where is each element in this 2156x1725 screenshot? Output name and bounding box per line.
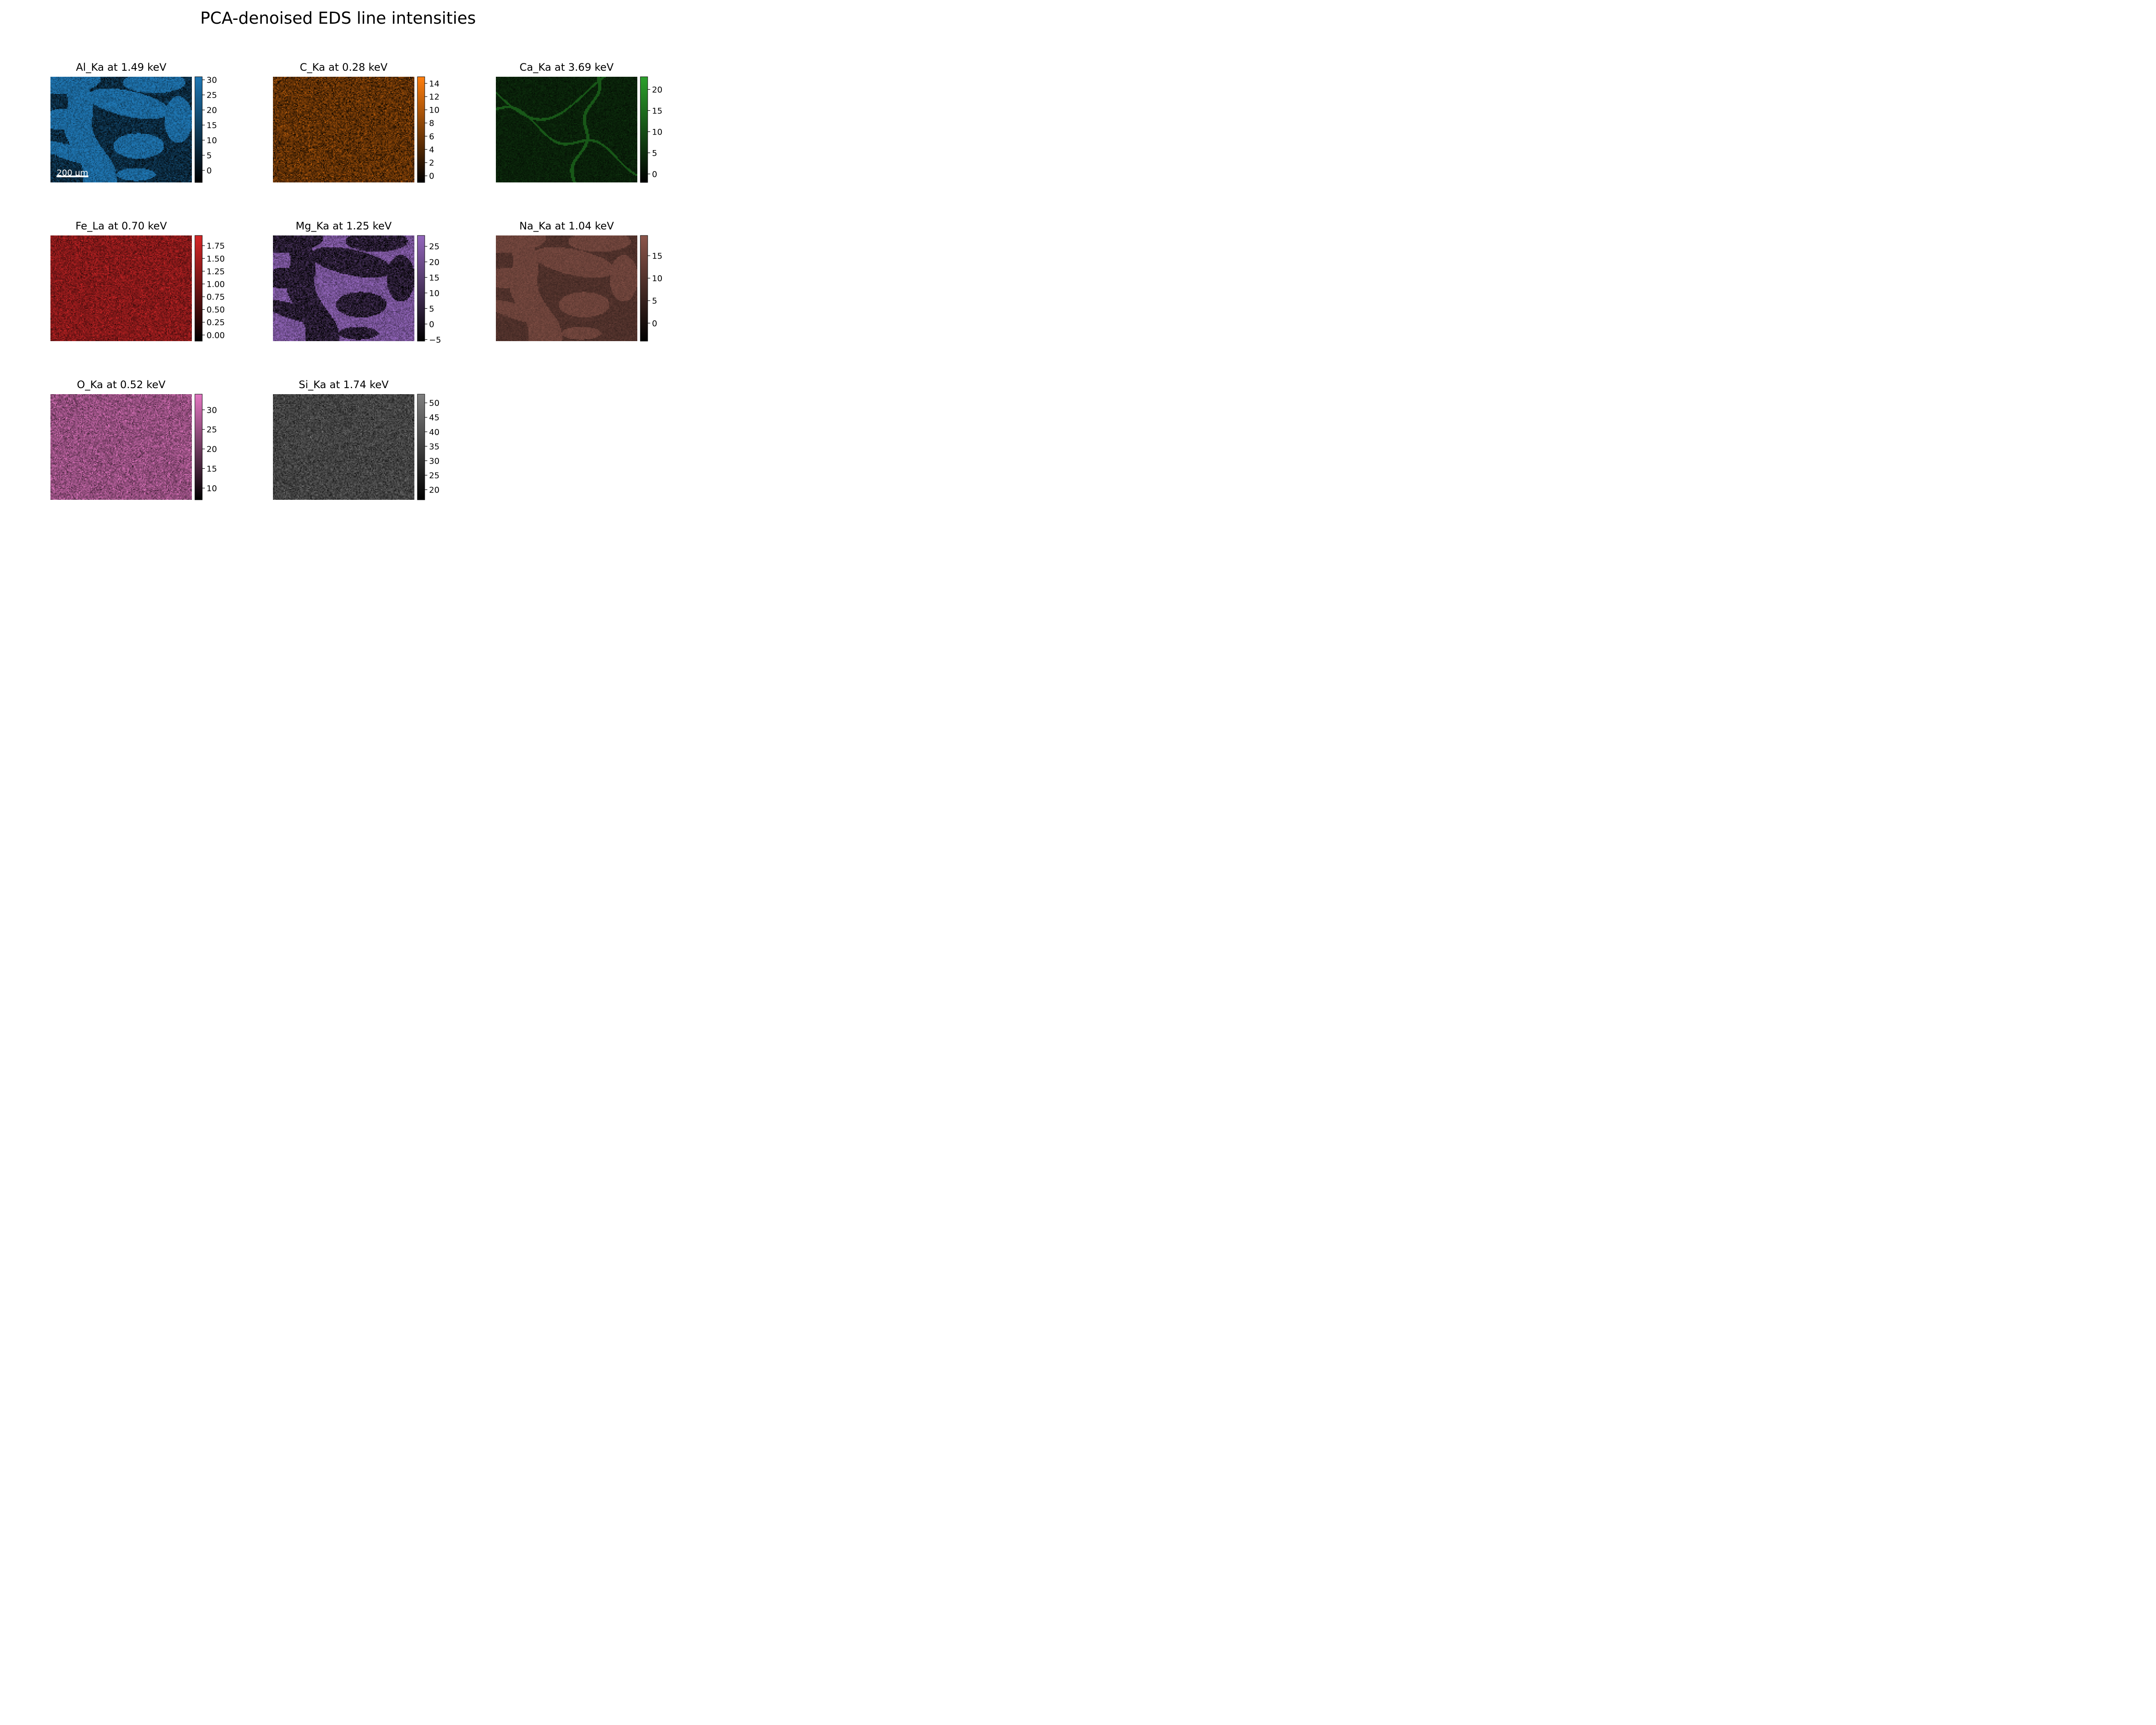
figure-title: PCA-denoised EDS line intensities	[200, 9, 476, 28]
colorbar-tick-label: 0	[429, 172, 434, 181]
colorbar-tick-label: 0	[652, 319, 657, 328]
colorbar-tick-label: 10	[429, 106, 439, 115]
heatmap-image	[496, 235, 637, 341]
panel-title: Mg_Ka at 1.25 keV	[296, 220, 392, 232]
colorbar-tick-label: 2	[429, 158, 434, 168]
panel-mg-ka: Mg_Ka at 1.25 keV −5 0 5 10 15 20 25	[273, 220, 441, 345]
colorbar-tick-label: 5	[207, 151, 212, 160]
colorbar-tick-label: 20	[207, 106, 217, 115]
colorbar-tick-label: 0.50	[207, 305, 225, 315]
colorbar-tick-label: 35	[429, 442, 439, 452]
heatmap-image	[496, 77, 637, 182]
panel-title: O_Ka at 0.52 keV	[77, 379, 166, 391]
panel-si-ka: Si_Ka at 1.74 keV 20 25 30 35 40 45 50	[273, 379, 439, 500]
colorbar-tick-label: 30	[429, 456, 439, 466]
heatmap-image	[50, 235, 192, 341]
colorbar-tick-label: 25	[207, 425, 217, 435]
colorbar-tick-label: 5	[652, 296, 657, 306]
colorbar-tick-label: 15	[652, 251, 662, 261]
colorbar	[194, 235, 203, 342]
colorbar-tick-label: 25	[429, 471, 439, 480]
colorbar-tick-label: 14	[429, 79, 439, 88]
colorbar	[640, 76, 648, 183]
panel-o-ka: O_Ka at 0.52 keV 10 15 20 25 30	[50, 379, 217, 500]
colorbar-tick-label: 30	[207, 405, 217, 415]
panel-title: Si_Ka at 1.74 keV	[299, 379, 389, 391]
panel-al-ka: Al_Ka at 1.49 keV 0 5 10 15 20 25 30 200 μm	[50, 61, 217, 183]
heatmap-image	[273, 77, 414, 182]
colorbar-tick-label: 15	[207, 464, 217, 474]
colorbar-tick-label: 0.25	[207, 318, 225, 327]
heatmap-image	[50, 77, 192, 182]
colorbar-tick-label: 10	[429, 289, 439, 298]
colorbar-tick-label: 25	[429, 242, 439, 251]
colorbar-tick-label: 15	[652, 106, 662, 116]
scalebar-label: 200 μm	[57, 168, 88, 178]
heatmap-image	[50, 394, 192, 500]
colorbar	[417, 76, 425, 183]
panel-title: Fe_La at 0.70 keV	[75, 220, 167, 232]
colorbar-tick-label: 10	[207, 136, 217, 145]
colorbar-tick-label: 45	[429, 413, 439, 423]
colorbar-tick-label: 15	[207, 121, 217, 130]
colorbar-tick-label: 5	[429, 304, 434, 314]
colorbar-tick-label: 20	[429, 486, 439, 495]
colorbar	[194, 394, 203, 500]
colorbar-tick-label: 0	[429, 320, 434, 329]
panel-ca-ka: Ca_Ka at 3.69 keV 0 5 10 15 20	[496, 61, 662, 183]
colorbar-tick-label: 10	[652, 274, 662, 283]
colorbar-tick-label: 1.00	[207, 279, 225, 289]
panel-title: Al_Ka at 1.49 keV	[76, 61, 166, 73]
scalebar-line	[56, 176, 88, 177]
colorbar-tick-label: 20	[652, 85, 662, 94]
colorbar	[417, 235, 425, 342]
colorbar-tick-label: 0	[652, 169, 657, 179]
colorbar-tick-label: 30	[207, 75, 217, 85]
colorbar-tick-label: 20	[207, 445, 217, 454]
colorbar-tick-label: 0.00	[207, 331, 225, 340]
colorbar-tick-label: 5	[652, 148, 657, 158]
panel-title: C_Ka at 0.28 keV	[300, 61, 388, 73]
colorbar-tick-label: 4	[429, 145, 434, 154]
colorbar-tick-label: 6	[429, 132, 434, 141]
colorbar-tick-label: 50	[429, 398, 439, 408]
panel-title: Ca_Ka at 3.69 keV	[520, 61, 614, 73]
colorbar-tick-label: −5	[429, 335, 441, 345]
colorbar-tick-label: 0	[207, 166, 212, 176]
colorbar	[194, 76, 203, 183]
heatmap-image	[273, 394, 414, 500]
panel-fe-la: Fe_La at 0.70 keV 0.00 0.25 0.50 0.75 1.00 1.2…	[50, 220, 225, 342]
colorbar-tick-label: 20	[429, 257, 439, 267]
panel-na-ka: Na_Ka at 1.04 keV 0 5 10 15	[496, 220, 662, 342]
colorbar-tick-label: 1.50	[207, 254, 225, 263]
colorbar-tick-label: 10	[652, 127, 662, 137]
figure-canvas: PCA-denoised EDS line intensities Al_Ka …	[50, 9, 662, 500]
colorbar-tick-label: 10	[207, 484, 217, 493]
colorbar-tick-label: 25	[207, 91, 217, 100]
colorbar-tick-label: 1.25	[207, 267, 225, 276]
colorbar-tick-label: 1.75	[207, 242, 225, 251]
colorbar-tick-label: 12	[429, 92, 439, 102]
heatmap-image	[273, 235, 414, 341]
colorbar-tick-label: 40	[429, 427, 439, 437]
colorbar-tick-label: 8	[429, 119, 434, 128]
panel-title: Na_Ka at 1.04 keV	[519, 220, 614, 232]
colorbar-tick-label: 15	[429, 273, 439, 282]
colorbar-tick-label: 0.75	[207, 292, 225, 302]
panel-c-ka: C_Ka at 0.28 keV 0 2 4 6 8 10 12 14	[273, 61, 439, 183]
colorbar	[417, 394, 425, 500]
colorbar	[640, 235, 648, 342]
